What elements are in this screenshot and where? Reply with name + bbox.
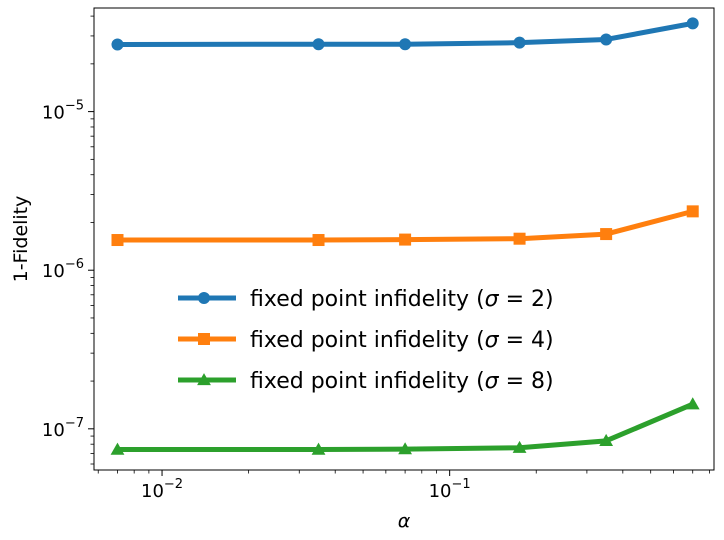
legend-label: fixed point infidelity (σ = 8) bbox=[250, 369, 554, 394]
data-point bbox=[312, 38, 325, 51]
data-point bbox=[111, 38, 124, 51]
series-line bbox=[114, 20, 696, 47]
legend-item: fixed point infidelity (σ = 4) bbox=[178, 328, 554, 353]
y-axis-label: 1-Fidelity bbox=[10, 196, 32, 283]
series-2 bbox=[111, 205, 699, 247]
data-point bbox=[686, 17, 699, 30]
legend-item: fixed point infidelity (σ = 2) bbox=[178, 287, 554, 312]
series-3 bbox=[110, 397, 700, 455]
data-point bbox=[398, 442, 413, 455]
data-point bbox=[311, 442, 326, 455]
y-tick-label: 10−5 bbox=[42, 99, 84, 124]
data-point bbox=[600, 228, 613, 241]
legend-label: fixed point infidelity (σ = 2) bbox=[250, 287, 554, 312]
legend-marker bbox=[198, 333, 210, 345]
minor-ticks bbox=[90, 15, 710, 474]
data-point bbox=[599, 433, 614, 447]
y-tick-label: 10−7 bbox=[42, 416, 84, 441]
data-point bbox=[399, 233, 412, 246]
y-tick-label: 10−6 bbox=[42, 257, 84, 282]
data-point bbox=[110, 442, 125, 455]
data-point bbox=[399, 38, 412, 51]
data-point bbox=[312, 234, 325, 247]
legend-item: fixed point infidelity (σ = 8) bbox=[178, 369, 554, 394]
data-point bbox=[513, 232, 526, 245]
legend-label: fixed point infidelity (σ = 4) bbox=[250, 328, 554, 353]
data-point bbox=[686, 205, 699, 218]
major-ticks: 10−2 10−1 10−7 10−6 10−5 bbox=[42, 99, 471, 502]
series-1 bbox=[111, 17, 699, 51]
data-point bbox=[513, 36, 526, 49]
data-point bbox=[600, 33, 613, 46]
series-layer bbox=[110, 17, 700, 455]
data-point bbox=[685, 397, 700, 410]
x-axis-label: α bbox=[398, 510, 411, 532]
x-tick-label: 10−2 bbox=[141, 477, 183, 502]
x-tick-label: 10−1 bbox=[429, 477, 471, 502]
legend: fixed point infidelity (σ = 2) fixed poin… bbox=[178, 287, 554, 394]
series-line bbox=[114, 208, 696, 243]
data-point bbox=[512, 440, 527, 453]
series-line bbox=[114, 401, 696, 453]
data-point bbox=[111, 234, 124, 247]
legend-marker bbox=[197, 373, 211, 386]
plot-frame bbox=[93, 7, 715, 471]
legend-marker bbox=[198, 292, 210, 304]
